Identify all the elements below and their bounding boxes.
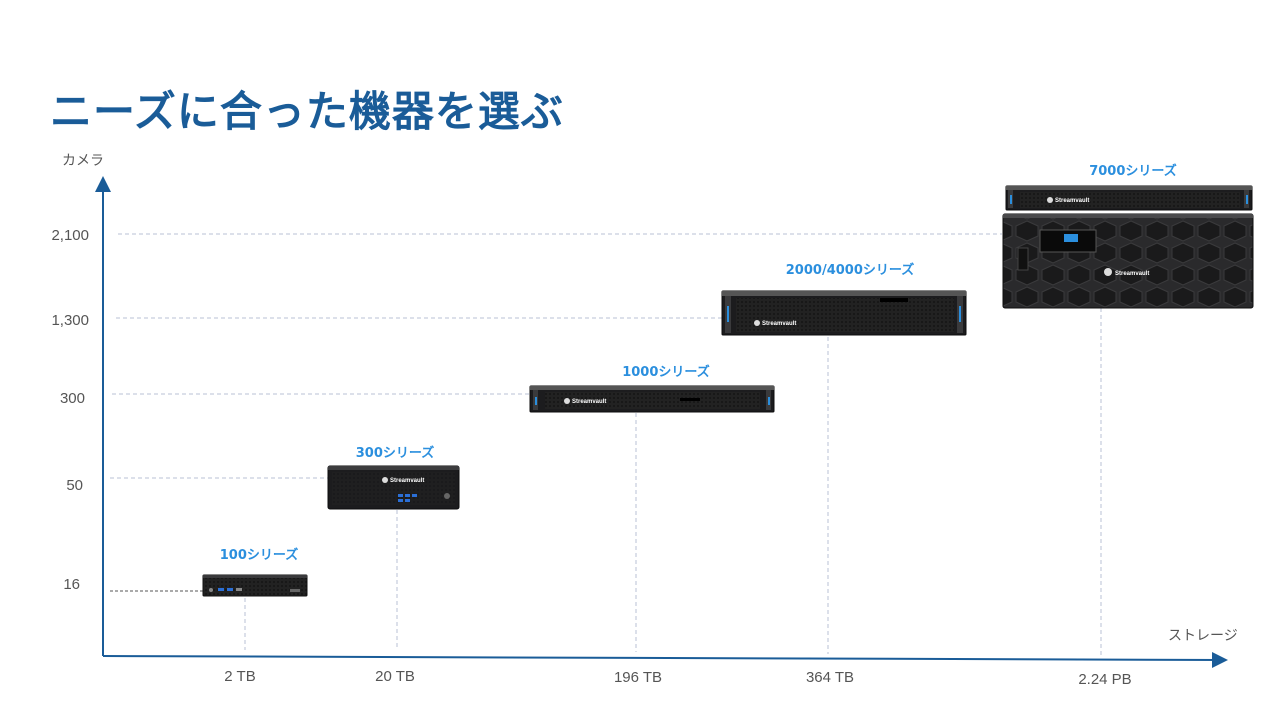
- device-1000-series: Streamvault: [529, 385, 775, 413]
- series-label-2000-4000: 2000/4000シリーズ: [786, 262, 914, 278]
- device-7000-series: Streamvault Streamvault: [1002, 185, 1254, 309]
- y-tick-label: 16: [63, 576, 80, 593]
- y-tick-label: 1,300: [51, 312, 89, 329]
- x-tick-label: 364 TB: [806, 669, 854, 686]
- series-label-100: 100シリーズ: [220, 547, 299, 563]
- page-title: ニーズに合った機器を選ぶ: [50, 87, 564, 136]
- x-tick-label: 20 TB: [375, 668, 415, 685]
- y-tick-label: 50: [66, 477, 83, 494]
- device-100-series: [202, 574, 308, 597]
- series-label-1000: 1000シリーズ: [622, 364, 710, 380]
- y-axis-label: カメラ: [62, 153, 104, 169]
- y-tick-label: 300: [60, 390, 85, 407]
- x-axis-label: ストレージ: [1168, 628, 1238, 644]
- svg-text:Streamvault: Streamvault: [1055, 198, 1089, 204]
- x-tick-label: 2 TB: [224, 668, 255, 685]
- y-tick-label: 2,100: [51, 227, 89, 244]
- series-label-300: 300シリーズ: [356, 445, 435, 461]
- svg-text:Streamvault: Streamvault: [390, 478, 424, 484]
- x-tick-label: 2.24 PB: [1078, 671, 1131, 688]
- series-label-7000: 7000シリーズ: [1089, 163, 1177, 179]
- svg-text:Streamvault: Streamvault: [762, 321, 796, 327]
- device-300-series: Streamvault: [327, 465, 460, 510]
- x-axis: [102, 651, 1228, 668]
- svg-text:Streamvault: Streamvault: [1115, 271, 1149, 277]
- svg-text:Streamvault: Streamvault: [572, 399, 606, 405]
- device-2000-4000-series: Streamvault: [721, 290, 967, 336]
- x-tick-label: 196 TB: [614, 669, 662, 686]
